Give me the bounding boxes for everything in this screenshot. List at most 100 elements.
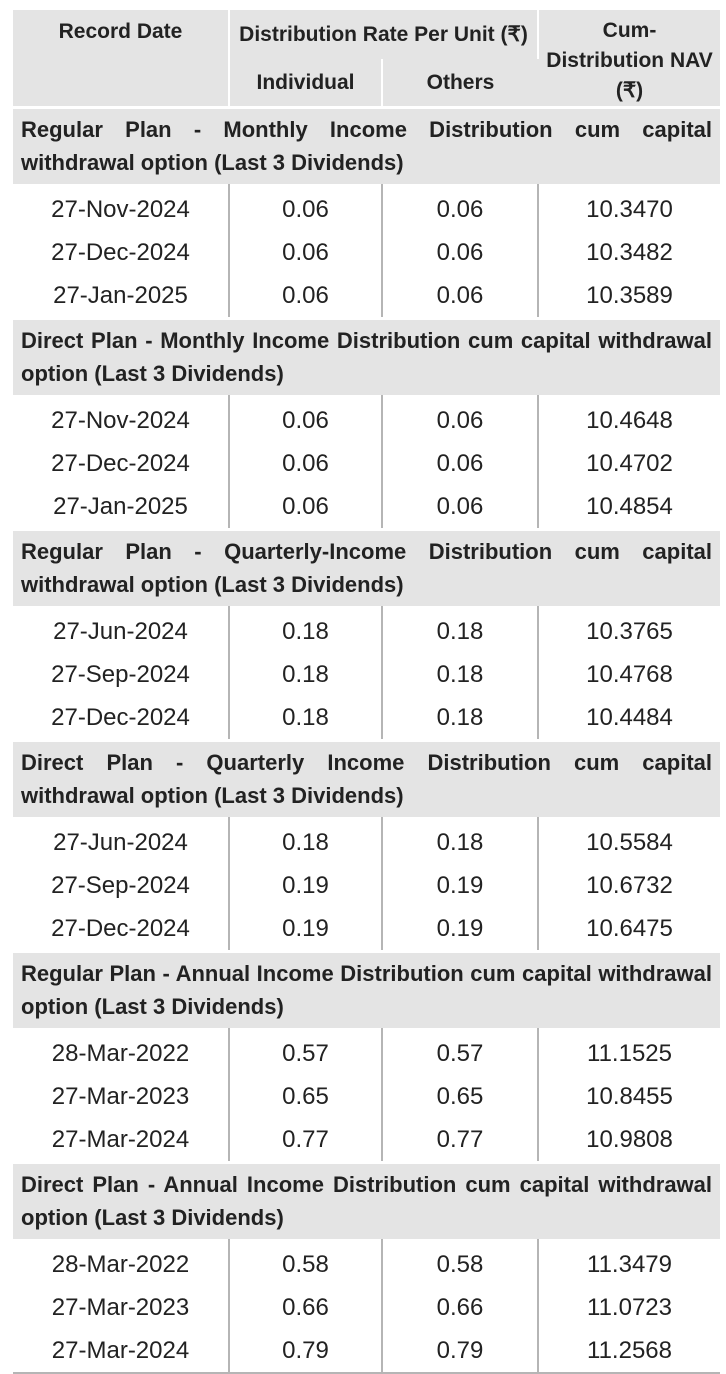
individual-rate-cell: 0.18 <box>229 653 383 696</box>
others-rate-cell: 0.06 <box>382 274 540 319</box>
section-header-row: Regular Plan - Monthly Income Distributi… <box>13 106 721 184</box>
nav-cell: 10.9808 <box>586 1125 673 1153</box>
record-date-cell: 27-Jan-2025 <box>13 485 230 530</box>
individual-rate-cell: 0.06 <box>229 395 383 442</box>
nav-cell: 10.6732 <box>586 871 673 899</box>
nav-cell: 10.4648 <box>586 406 673 434</box>
individual-rate-cell: 0.06 <box>229 485 383 530</box>
table-row: 27-Mar-2024 0.77 0.77 10.9808 <box>13 1118 720 1163</box>
section-title: Regular Plan - Annual Income Distributio… <box>13 950 721 1028</box>
nav-cell: 11.2568 <box>587 1336 672 1364</box>
section-title: Regular Plan - Quarterly-Income Distribu… <box>13 528 721 606</box>
table-row: 27-Dec-2024 0.06 0.06 10.3482 <box>13 231 720 274</box>
nav-cell: 10.3765 <box>586 617 673 645</box>
others-rate-cell: 0.58 <box>382 1239 540 1286</box>
nav-cell: 10.4702 <box>586 449 673 477</box>
section-title: Regular Plan - Monthly Income Distributi… <box>13 106 721 184</box>
nav-cell: 10.6475 <box>586 914 673 942</box>
section-header-row: Regular Plan - Annual Income Distributio… <box>13 950 721 1028</box>
record-date-cell: 27-Sep-2024 <box>13 653 230 696</box>
record-date-cell: 28-Mar-2022 <box>13 1239 230 1286</box>
header-cum-distribution-nav: Cum-Distribution NAV (₹) <box>538 10 721 108</box>
table-row: 27-Nov-2024 0.06 0.06 10.3470 <box>13 184 720 231</box>
others-rate-cell: 0.19 <box>382 864 540 907</box>
record-date-cell: 27-Nov-2024 <box>13 184 230 231</box>
individual-rate-cell: 0.18 <box>229 817 383 864</box>
table-row: 27-Sep-2024 0.18 0.18 10.4768 <box>13 653 720 696</box>
individual-rate-cell: 0.19 <box>229 864 383 907</box>
table-row: 28-Mar-2022 0.57 0.57 11.1525 <box>13 1028 720 1075</box>
nav-cell: 10.3470 <box>586 195 673 223</box>
others-rate-cell: 0.66 <box>382 1286 540 1329</box>
table-row: 27-Mar-2024 0.79 0.79 11.2568 <box>13 1329 720 1372</box>
individual-rate-cell: 0.66 <box>229 1286 383 1329</box>
others-rate-cell: 0.06 <box>382 184 540 231</box>
others-rate-cell: 0.06 <box>382 231 540 274</box>
record-date-cell: 28-Mar-2022 <box>13 1028 230 1075</box>
others-rate-cell: 0.18 <box>382 653 540 696</box>
record-date-cell: 27-Sep-2024 <box>13 864 230 907</box>
header-individual: Individual <box>229 59 383 108</box>
individual-rate-cell: 0.06 <box>229 184 383 231</box>
section-title: Direct Plan - Annual Income Distribution… <box>13 1161 721 1239</box>
nav-cell: 10.8455 <box>586 1082 673 1110</box>
section-title: Direct Plan - Quarterly Income Distribut… <box>13 739 721 817</box>
table-row: 27-Jan-2025 0.06 0.06 10.3589 <box>13 274 720 319</box>
record-date-cell: 27-Dec-2024 <box>13 907 230 952</box>
record-date-cell: 27-Dec-2024 <box>13 231 230 274</box>
others-rate-cell: 0.65 <box>382 1075 540 1118</box>
record-date-cell: 27-Jan-2025 <box>13 274 230 319</box>
table-row: 27-Sep-2024 0.19 0.19 10.6732 <box>13 864 720 907</box>
others-rate-cell: 0.79 <box>382 1329 540 1372</box>
individual-rate-cell: 0.79 <box>229 1329 383 1372</box>
nav-cell: 11.0723 <box>587 1293 672 1321</box>
distribution-table-container: Record Date Distribution Rate Per Unit (… <box>13 10 721 1374</box>
nav-cell: 11.1525 <box>587 1039 672 1067</box>
table-row: 27-Mar-2023 0.65 0.65 10.8455 <box>13 1075 720 1118</box>
section-header-row: Direct Plan - Annual Income Distribution… <box>13 1161 721 1239</box>
others-rate-cell: 0.18 <box>382 696 540 741</box>
table-row: 27-Jun-2024 0.18 0.18 10.5584 <box>13 817 720 864</box>
others-rate-cell: 0.57 <box>382 1028 540 1075</box>
header-others: Others <box>382 59 539 108</box>
individual-rate-cell: 0.57 <box>229 1028 383 1075</box>
individual-rate-cell: 0.58 <box>229 1239 383 1286</box>
table-row: 27-Dec-2024 0.06 0.06 10.4702 <box>13 442 720 485</box>
table-row: 27-Dec-2024 0.18 0.18 10.4484 <box>13 696 720 741</box>
record-date-cell: 27-Jun-2024 <box>13 606 230 653</box>
others-rate-cell: 0.18 <box>382 817 540 864</box>
nav-cell: 10.4484 <box>586 703 673 731</box>
individual-rate-cell: 0.06 <box>229 442 383 485</box>
others-rate-cell: 0.06 <box>382 485 540 530</box>
nav-cell: 10.4768 <box>586 660 673 688</box>
table-row: 27-Nov-2024 0.06 0.06 10.4648 <box>13 395 720 442</box>
individual-rate-cell: 0.18 <box>229 606 383 653</box>
record-date-cell: 27-Mar-2024 <box>13 1329 230 1372</box>
record-date-cell: 27-Nov-2024 <box>13 395 230 442</box>
section-header-row: Direct Plan - Monthly Income Distributio… <box>13 317 721 395</box>
record-date-cell: 27-Jun-2024 <box>13 817 230 864</box>
table-row: 27-Jan-2025 0.06 0.06 10.4854 <box>13 485 720 530</box>
table-body: Regular Plan - Monthly Income Distributi… <box>13 106 721 1372</box>
record-date-cell: 27-Mar-2023 <box>13 1286 230 1329</box>
distribution-table: Record Date Distribution Rate Per Unit (… <box>13 10 721 1372</box>
others-rate-cell: 0.06 <box>382 395 540 442</box>
table-row: 27-Jun-2024 0.18 0.18 10.3765 <box>13 606 720 653</box>
individual-rate-cell: 0.19 <box>229 907 383 952</box>
header-record-date: Record Date <box>13 10 230 108</box>
individual-rate-cell: 0.77 <box>229 1118 383 1163</box>
header-distribution-rate: Distribution Rate Per Unit (₹) <box>229 10 540 60</box>
table-row: 27-Mar-2023 0.66 0.66 11.0723 <box>13 1286 720 1329</box>
section-header-row: Direct Plan - Quarterly Income Distribut… <box>13 739 721 817</box>
nav-cell: 10.4854 <box>586 492 673 520</box>
nav-cell: 10.3482 <box>586 238 673 266</box>
others-rate-cell: 0.19 <box>382 907 540 952</box>
record-date-cell: 27-Mar-2023 <box>13 1075 230 1118</box>
record-date-cell: 27-Mar-2024 <box>13 1118 230 1163</box>
nav-cell: 10.3589 <box>586 281 673 309</box>
table-header: Record Date Distribution Rate Per Unit (… <box>13 10 721 108</box>
others-rate-cell: 0.77 <box>382 1118 540 1163</box>
individual-rate-cell: 0.18 <box>229 696 383 741</box>
section-header-row: Regular Plan - Quarterly-Income Distribu… <box>13 528 721 606</box>
individual-rate-cell: 0.06 <box>229 231 383 274</box>
